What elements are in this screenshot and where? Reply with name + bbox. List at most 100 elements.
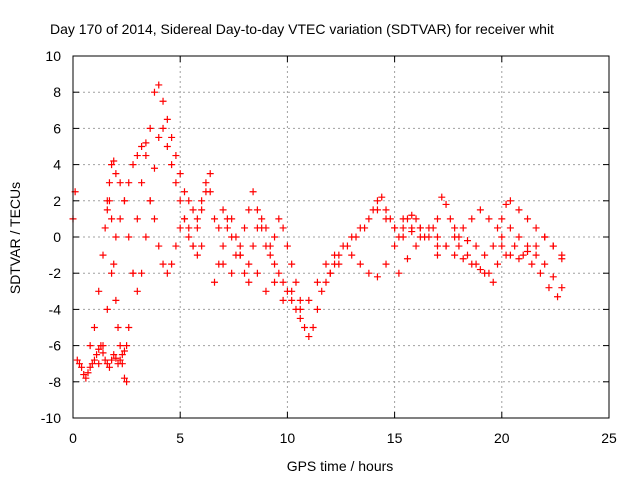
- data-point: [313, 278, 321, 286]
- data-point: [451, 251, 459, 259]
- data-point: [249, 188, 257, 196]
- data-point: [90, 356, 98, 364]
- data-point: [253, 206, 261, 214]
- data-point: [99, 342, 107, 350]
- data-point: [180, 215, 188, 223]
- data-point: [120, 347, 128, 355]
- data-point: [228, 269, 236, 277]
- data-point: [249, 242, 257, 250]
- data-point: [322, 260, 330, 268]
- data-point: [391, 242, 399, 250]
- data-point: [515, 255, 523, 263]
- y-tick-label: 0: [53, 229, 61, 245]
- data-point: [99, 251, 107, 259]
- y-tick-label: -2: [49, 265, 62, 281]
- data-point: [361, 224, 369, 232]
- data-point: [391, 224, 399, 232]
- data-point: [296, 296, 304, 304]
- data-point: [489, 242, 497, 250]
- series-track-e: [125, 81, 219, 331]
- data-point: [335, 260, 343, 268]
- data-point: [168, 161, 176, 169]
- data-point: [108, 215, 116, 223]
- data-point: [266, 251, 274, 259]
- data-point: [103, 305, 111, 313]
- data-point: [176, 170, 184, 178]
- data-point: [554, 293, 562, 301]
- data-point: [159, 124, 167, 132]
- data-point: [305, 333, 313, 341]
- data-point: [421, 233, 429, 241]
- data-point: [118, 351, 126, 359]
- data-point: [451, 233, 459, 241]
- data-point: [211, 215, 219, 223]
- data-point: [125, 324, 133, 331]
- data-point: [506, 251, 514, 259]
- data-point: [110, 260, 118, 268]
- data-point: [528, 260, 536, 268]
- data-point: [172, 179, 180, 187]
- data-point: [373, 197, 381, 205]
- y-axis-title: SDTVAR / TECUs: [7, 182, 23, 294]
- data-point: [463, 237, 471, 245]
- data-points: [69, 81, 566, 386]
- data-point: [403, 255, 411, 263]
- data-point: [279, 278, 287, 286]
- y-tick-label: 2: [53, 193, 61, 209]
- data-point: [258, 215, 266, 223]
- data-point: [519, 251, 527, 259]
- data-point: [123, 378, 131, 386]
- data-point: [198, 206, 206, 214]
- data-point: [120, 197, 128, 205]
- data-point: [95, 360, 103, 368]
- y-tick-label: 6: [53, 120, 61, 136]
- data-point: [155, 81, 163, 89]
- data-point: [75, 360, 83, 368]
- data-point: [541, 233, 549, 241]
- data-point: [172, 152, 180, 160]
- data-point: [318, 287, 326, 295]
- data-point: [116, 179, 124, 187]
- data-point: [93, 351, 101, 359]
- data-point: [279, 296, 287, 304]
- data-point: [108, 161, 116, 169]
- data-point: [198, 197, 206, 205]
- data-point: [223, 215, 231, 223]
- x-axis-title: GPS time / hours: [287, 458, 394, 474]
- data-point: [536, 269, 544, 277]
- data-point: [481, 269, 489, 277]
- data-point: [159, 260, 167, 268]
- data-point: [163, 115, 171, 123]
- data-point: [271, 278, 279, 286]
- data-point: [86, 342, 94, 350]
- data-point: [142, 152, 150, 160]
- data-point: [155, 242, 163, 250]
- y-tick-label: -4: [49, 301, 62, 317]
- data-point: [296, 314, 304, 322]
- data-point: [288, 296, 296, 304]
- x-tick-label: 15: [387, 430, 403, 446]
- data-point: [412, 242, 420, 250]
- data-point: [262, 287, 270, 295]
- data-point: [176, 197, 184, 205]
- data-point: [532, 224, 540, 232]
- data-point: [99, 349, 107, 357]
- data-point: [506, 224, 514, 232]
- data-point: [142, 139, 150, 147]
- data-point: [446, 215, 454, 223]
- data-point: [112, 170, 120, 178]
- data-point: [103, 197, 111, 205]
- data-point: [138, 269, 146, 277]
- data-point: [138, 143, 146, 150]
- data-point: [163, 269, 171, 277]
- data-point: [245, 260, 253, 268]
- data-point: [498, 233, 506, 241]
- data-point: [283, 242, 291, 250]
- data-point: [206, 170, 214, 178]
- data-point: [433, 251, 441, 259]
- data-point: [481, 251, 489, 259]
- data-point: [532, 251, 540, 259]
- data-point: [455, 242, 463, 250]
- data-point: [275, 269, 283, 277]
- data-point: [356, 260, 364, 268]
